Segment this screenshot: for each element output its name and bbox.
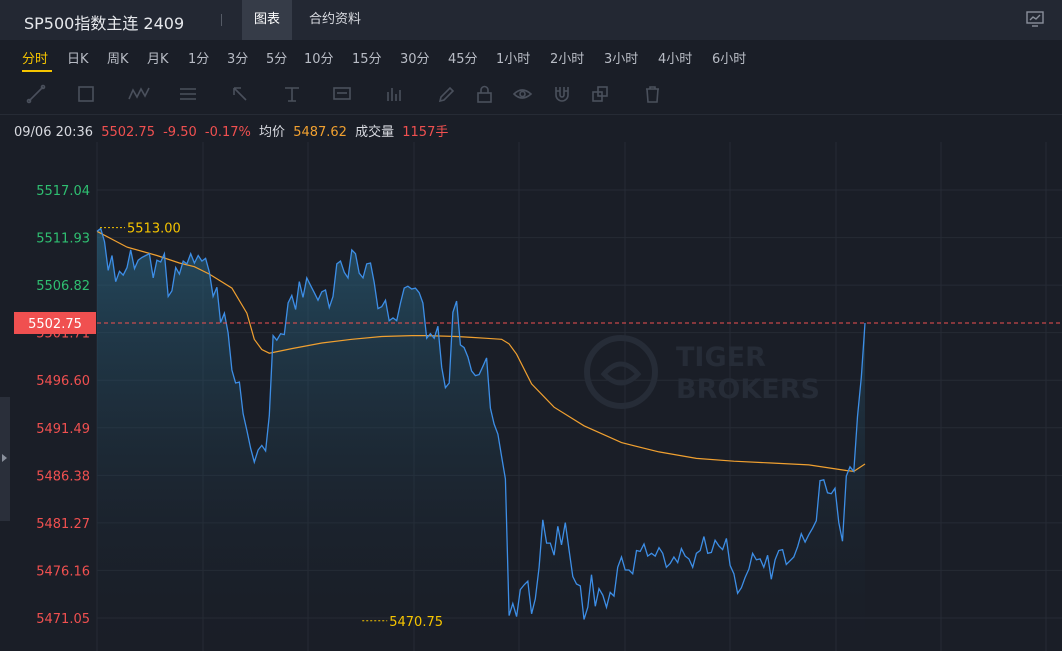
tiger-brokers-watermark: TIGER BROKERS xyxy=(584,335,820,409)
period-3min[interactable]: 3分 xyxy=(227,52,249,67)
y-tick-label: 5496.60 xyxy=(36,374,90,389)
annotation-label: 5470.75 xyxy=(389,615,443,630)
period-2h[interactable]: 2小时 xyxy=(550,52,585,67)
magnet-icon[interactable] xyxy=(552,84,574,104)
period-30min[interactable]: 30分 xyxy=(400,52,430,67)
drawing-toolbar xyxy=(0,78,1062,112)
period-5min[interactable]: 5分 xyxy=(266,52,288,67)
monitor-chart-icon[interactable] xyxy=(1026,11,1044,27)
text-tool-icon[interactable] xyxy=(282,84,304,104)
pen-icon[interactable] xyxy=(436,84,458,104)
label-tool-icon[interactable] xyxy=(332,84,354,104)
expand-arrow-icon xyxy=(2,454,7,462)
side-panel-toggle[interactable] xyxy=(0,397,10,521)
period-1h[interactable]: 1小时 xyxy=(496,52,531,67)
y-axis-ticks: 5517.045511.935506.825501.715496.605491.… xyxy=(36,184,90,627)
active-period-underline xyxy=(22,70,52,72)
bar-tool-icon[interactable] xyxy=(384,84,406,104)
price-area xyxy=(97,228,865,651)
watermark-line2: BROKERS xyxy=(676,374,820,405)
line-tool-icon[interactable] xyxy=(26,84,48,104)
tab-chart[interactable]: 图表 xyxy=(242,0,293,40)
channel-tool-icon[interactable] xyxy=(178,84,200,104)
y-tick-label: 5476.16 xyxy=(36,564,90,579)
info-bar: 09/06 20:36 5502.75 -9.50 -0.17% 均价 5487… xyxy=(14,121,452,140)
y-tick-label: 5481.27 xyxy=(36,517,90,532)
info-datetime: 09/06 20:36 xyxy=(14,125,94,140)
y-tick-label: 5486.38 xyxy=(36,469,90,484)
high-low-annotations: 5513.00 5470.75 xyxy=(100,222,443,630)
info-avg-label: 均价 xyxy=(259,125,286,140)
period-15min[interactable]: 15分 xyxy=(352,52,382,67)
period-selector: 分时 日K 周K 月K 1分 3分 5分 10分 15分 30分 45分 1小时… xyxy=(0,40,1062,74)
info-change-pct: -0.17% xyxy=(204,125,251,140)
period-1min[interactable]: 1分 xyxy=(188,52,210,67)
eye-icon[interactable] xyxy=(512,84,534,104)
period-45min[interactable]: 45分 xyxy=(448,52,478,67)
info-volume-label: 成交量 xyxy=(355,125,395,140)
period-day[interactable]: 日K xyxy=(67,52,89,67)
period-week[interactable]: 周K xyxy=(107,52,129,67)
y-tick-label: 5511.93 xyxy=(36,232,90,247)
price-line xyxy=(96,227,866,620)
arrow-tool-icon[interactable] xyxy=(230,84,252,104)
lock-icon[interactable] xyxy=(474,84,496,104)
title-divider xyxy=(221,14,222,26)
watermark-line1: TIGER xyxy=(676,342,766,373)
price-chart[interactable]: TIGER BROKERS 5517.045511.935506.825501.… xyxy=(0,142,1062,651)
average-price-line xyxy=(96,230,866,473)
current-price-label: 5502.75 xyxy=(28,317,82,332)
annotation-label: 5513.00 xyxy=(127,222,181,237)
period-10min[interactable]: 10分 xyxy=(304,52,334,67)
y-tick-label: 5506.82 xyxy=(36,279,90,294)
period-month[interactable]: 月K xyxy=(147,52,169,67)
info-avg-value: 5487.62 xyxy=(293,125,347,140)
trash-icon[interactable] xyxy=(642,84,664,104)
rect-tool-icon[interactable] xyxy=(76,84,98,104)
info-price: 5502.75 xyxy=(101,125,155,140)
y-tick-label: 5517.04 xyxy=(36,184,90,199)
y-tick-label: 5491.49 xyxy=(36,422,90,437)
period-6h[interactable]: 6小时 xyxy=(712,52,747,67)
info-volume-value: 1157手 xyxy=(402,125,449,140)
period-4h[interactable]: 4小时 xyxy=(658,52,693,67)
info-change: -9.50 xyxy=(163,125,197,140)
period-fenshi[interactable]: 分时 xyxy=(22,52,49,67)
wave-tool-icon[interactable] xyxy=(128,84,150,104)
page-title: SP500指数主连 2409 xyxy=(24,14,185,33)
layers-icon[interactable] xyxy=(590,84,612,104)
y-tick-label: 5471.05 xyxy=(36,612,90,627)
top-bar: SP500指数主连 2409 图表 合约资料 xyxy=(0,0,1062,40)
current-price-badge: 5502.75 xyxy=(14,311,96,334)
tab-contract-info[interactable]: 合约资料 xyxy=(309,12,362,27)
period-3h[interactable]: 3小时 xyxy=(604,52,639,67)
toolbar-divider xyxy=(0,114,1062,115)
